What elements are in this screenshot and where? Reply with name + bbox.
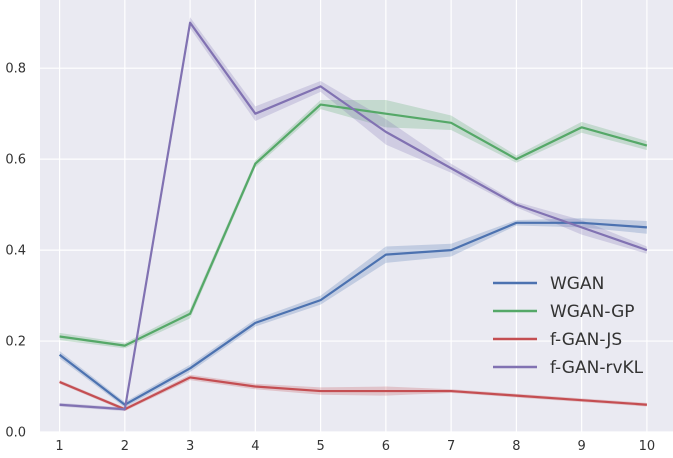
y-tick-label: 0.0 — [5, 426, 26, 441]
gridlines — [40, 0, 673, 433]
legend: WGAN WGAN-GP f-GAN-JS f-GAN-rvKL — [493, 274, 644, 378]
x-tick-label: 7 — [447, 439, 455, 454]
x-tick-label: 2 — [121, 439, 129, 454]
plot-background — [40, 0, 673, 432]
x-tick-label: 5 — [316, 439, 324, 454]
series-band — [59, 100, 647, 349]
x-tick-label: 1 — [55, 439, 63, 454]
x-tick-label: 8 — [512, 439, 520, 454]
series-line — [59, 376, 647, 411]
y-tick-label: 0.2 — [5, 335, 26, 350]
confidence-bands — [59, 17, 647, 412]
legend-label: WGAN-GP — [550, 302, 635, 322]
y-tick-label: 0.8 — [5, 62, 26, 77]
series-line — [59, 21, 648, 411]
x-tick-label: 10 — [639, 439, 656, 454]
y-axis-ticks: 0.0 0.2 0.4 0.6 0.8 — [5, 62, 26, 441]
legend-label: f-GAN-JS — [550, 330, 622, 350]
x-tick-label: 4 — [251, 439, 259, 454]
legend-label: WGAN — [550, 274, 604, 294]
legend-label: f-GAN-rvKL — [550, 358, 644, 378]
x-tick-label: 3 — [186, 439, 194, 454]
x-axis-ticks: 1 2 3 4 5 6 7 8 9 10 — [55, 439, 655, 454]
x-tick-label: 9 — [577, 439, 585, 454]
y-tick-label: 0.4 — [5, 244, 26, 259]
x-tick-label: 6 — [382, 439, 390, 454]
series-line — [58, 221, 647, 406]
y-tick-label: 0.6 — [5, 153, 26, 168]
series-lines — [58, 21, 648, 411]
series-band — [59, 374, 647, 412]
series-band — [59, 218, 647, 408]
